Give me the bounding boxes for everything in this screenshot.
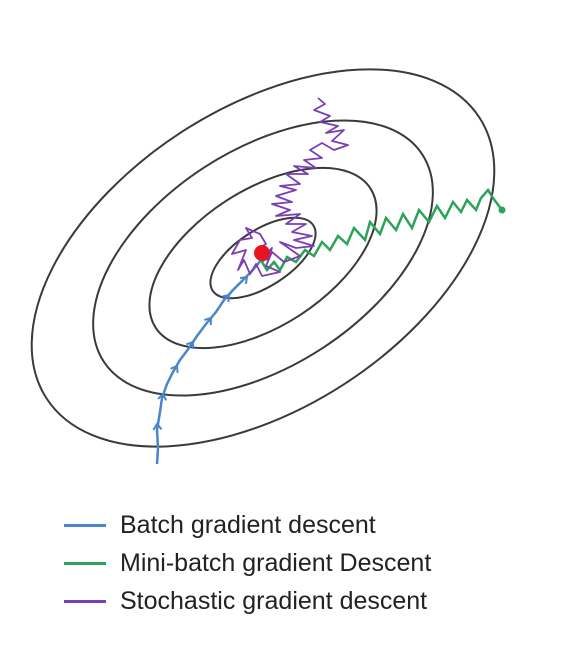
legend-swatch-stochastic	[64, 599, 106, 603]
contour-ring-1	[209, 216, 317, 300]
arrowhead-icon	[221, 293, 231, 303]
batch-direction-arrows	[152, 275, 249, 431]
legend-item-minibatch: Mini-batch gradient Descent	[64, 544, 534, 582]
arrowhead-icon	[186, 340, 195, 350]
minibatch-gradient-path	[260, 187, 503, 273]
stochastic-gradient-path	[231, 97, 349, 277]
legend-label-minibatch: Mini-batch gradient Descent	[120, 548, 432, 577]
arrowhead-icon	[157, 392, 168, 401]
contour-ring-3	[92, 119, 434, 397]
red-dot-icon	[254, 245, 270, 261]
gradient-descent-diagram	[30, 68, 506, 465]
arrowhead-icon	[152, 422, 163, 431]
contour-lines	[30, 68, 496, 448]
contour-ring-4	[30, 68, 496, 448]
arrowhead-icon	[203, 316, 213, 326]
legend-swatch-minibatch	[64, 561, 106, 565]
legend-label-batch: Batch gradient descent	[120, 510, 376, 539]
legend: Batch gradient descent Mini-batch gradie…	[64, 506, 534, 620]
minibatch-start-point	[498, 206, 506, 214]
arrowhead-icon	[239, 275, 249, 285]
legend-item-stochastic: Stochastic gradient descent	[64, 582, 534, 620]
legend-item-batch: Batch gradient descent	[64, 506, 534, 544]
batch-gradient-path	[155, 257, 264, 465]
arrowhead-icon	[170, 364, 179, 374]
legend-swatch-batch	[64, 523, 106, 527]
legend-label-stochastic: Stochastic gradient descent	[120, 586, 428, 615]
